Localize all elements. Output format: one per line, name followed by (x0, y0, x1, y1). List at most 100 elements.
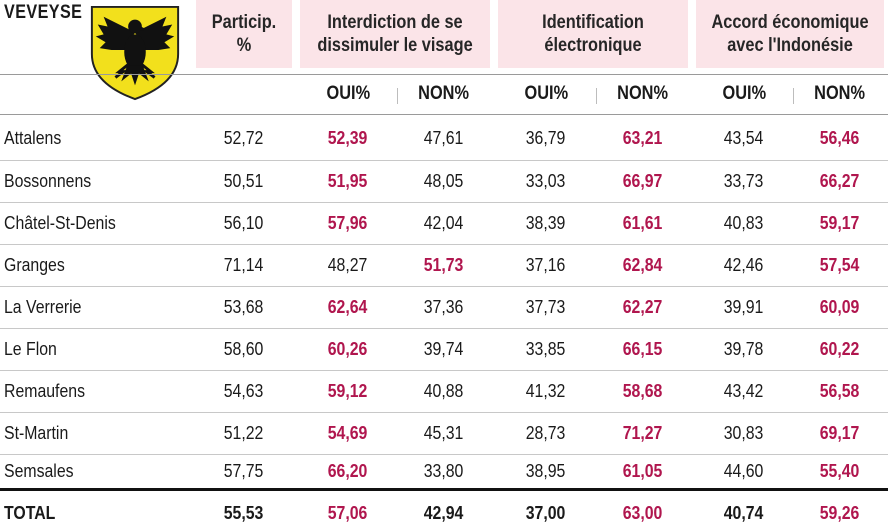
subheader-visage-non: NON% (418, 83, 470, 104)
visage-non-total: 42,94 (424, 503, 464, 523)
table-row: Semsales 57,75 66,20 33,80 38,95 61,05 4… (0, 450, 888, 492)
visage-non-value: 40,88 (424, 381, 464, 401)
visage-oui-total: 57,06 (328, 503, 368, 523)
ident-non-value: 62,27 (623, 297, 663, 317)
ident-oui-value: 41,32 (526, 381, 566, 401)
visage-non-value: 37,36 (424, 297, 464, 317)
participation-total: 55,53 (224, 503, 264, 523)
accord-non-value: 57,54 (820, 255, 860, 275)
row-divider (0, 412, 888, 413)
ident-oui-value: 28,73 (526, 423, 566, 443)
commune-name: Granges (4, 255, 65, 275)
subheader-ident-oui: OUI% (524, 83, 568, 104)
veveyse-crest-icon (90, 5, 180, 101)
ident-non-value: 62,84 (623, 255, 663, 275)
visage-oui-value: 66,20 (328, 461, 368, 481)
commune-name: Châtel-St-Denis (4, 213, 116, 233)
commune-name: St-Martin (4, 423, 69, 443)
visage-oui-value: 48,27 (328, 255, 368, 275)
ident-oui-total: 37,00 (526, 503, 566, 523)
row-divider (0, 328, 888, 329)
commune-name: Attalens (4, 128, 62, 148)
commune-name: Bossonnens (4, 171, 92, 191)
accord-oui-value: 44,60 (724, 461, 764, 481)
accord-non-value: 56,58 (820, 381, 860, 401)
participation-value: 52,72 (224, 128, 264, 148)
total-label: TOTAL (4, 503, 56, 523)
ident-non-value: 71,27 (623, 423, 663, 443)
ident-oui-value: 37,16 (526, 255, 566, 275)
participation-value: 53,68 (224, 297, 264, 317)
subheader-ident-non: NON% (617, 83, 669, 104)
accord-oui-value: 33,73 (724, 171, 764, 191)
visage-oui-value: 62,64 (328, 297, 368, 317)
participation-value: 57,75 (224, 461, 264, 481)
ident-oui-value: 36,79 (526, 128, 566, 148)
ident-non-value: 63,21 (623, 128, 663, 148)
accord-oui-value: 43,42 (724, 381, 764, 401)
participation-value: 71,14 (224, 255, 264, 275)
row-divider (0, 286, 888, 287)
accord-oui-value: 39,78 (724, 339, 764, 359)
ident-non-value: 61,05 (623, 461, 663, 481)
participation-value: 54,63 (224, 381, 264, 401)
accord-non-value: 69,17 (820, 423, 860, 443)
visage-non-value: 33,80 (424, 461, 464, 481)
accord-non-value: 60,22 (820, 339, 860, 359)
separator (397, 88, 398, 104)
visage-non-value: 39,74 (424, 339, 464, 359)
participation-value: 51,22 (224, 423, 264, 443)
commune-name: Semsales (4, 461, 74, 481)
subheader-accord-oui: OUI% (722, 83, 766, 104)
row-divider (0, 244, 888, 245)
visage-non-value: 45,31 (424, 423, 464, 443)
header-participation: Particip. % (196, 0, 292, 68)
separator (793, 88, 794, 104)
total-row: TOTAL 55,53 57,06 42,94 37,00 63,00 40,7… (0, 494, 888, 532)
accord-non-value: 55,40 (820, 461, 860, 481)
visage-non-value: 48,05 (424, 171, 464, 191)
commune-name: Remaufens (4, 381, 86, 401)
ident-non-value: 66,15 (623, 339, 663, 359)
ident-non-value: 58,68 (623, 381, 663, 401)
accord-oui-value: 39,91 (724, 297, 764, 317)
header-rule (0, 114, 888, 115)
visage-oui-value: 54,69 (328, 423, 368, 443)
ident-oui-value: 33,03 (526, 171, 566, 191)
table-row: Châtel-St-Denis 56,10 57,96 42,04 38,39 … (0, 202, 888, 244)
accord-non-value: 56,46 (820, 128, 860, 148)
row-divider (0, 160, 888, 161)
total-rule (0, 488, 888, 491)
ident-oui-value: 38,39 (526, 213, 566, 233)
table-row: Remaufens 54,63 59,12 40,88 41,32 58,68 … (0, 370, 888, 412)
visage-oui-value: 52,39 (328, 128, 368, 148)
accord-oui-value: 43,54 (724, 128, 764, 148)
visage-non-value: 51,73 (424, 255, 464, 275)
accord-non-value: 66,27 (820, 171, 860, 191)
header-rule (0, 74, 888, 75)
participation-value: 50,51 (224, 171, 264, 191)
row-divider (0, 370, 888, 371)
visage-non-value: 42,04 (424, 213, 464, 233)
subheader-accord-non: NON% (814, 83, 866, 104)
header-accord-indonesie: Accord économique avec l'Indonésie (696, 0, 884, 68)
accord-non-value: 60,09 (820, 297, 860, 317)
row-divider (0, 454, 888, 455)
commune-name: La Verrerie (4, 297, 82, 317)
separator (596, 88, 597, 104)
table-row: Granges 71,14 48,27 51,73 37,16 62,84 42… (0, 244, 888, 286)
visage-oui-value: 57,96 (328, 213, 368, 233)
header-identification-electronique: Identification électronique (498, 0, 688, 68)
participation-value: 56,10 (224, 213, 264, 233)
visage-oui-value: 59,12 (328, 381, 368, 401)
table-row: Bossonnens 50,51 51,95 48,05 33,03 66,97… (0, 160, 888, 202)
visage-oui-value: 51,95 (328, 171, 368, 191)
table-row: Le Flon 58,60 60,26 39,74 33,85 66,15 39… (0, 328, 888, 370)
accord-oui-value: 30,83 (724, 423, 764, 443)
subheader-visage-oui: OUI% (326, 83, 370, 104)
visage-non-value: 47,61 (424, 128, 464, 148)
header-dissimuler-visage: Interdiction de se dissimuler le visage (300, 0, 490, 68)
ident-non-value: 61,61 (623, 213, 663, 233)
accord-oui-total: 40,74 (724, 503, 764, 523)
